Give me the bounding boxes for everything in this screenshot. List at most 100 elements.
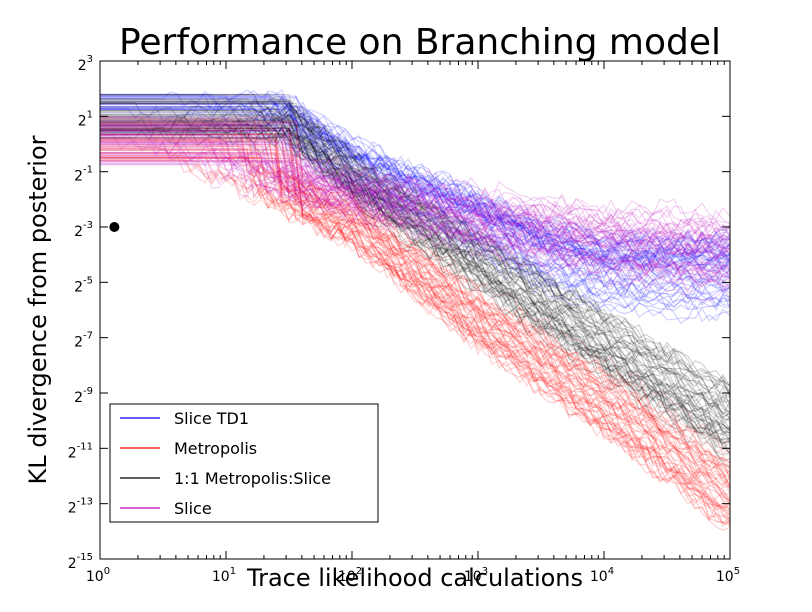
run-line [100,133,731,489]
run-line [100,133,731,248]
run-line [100,140,731,496]
run-line [100,118,731,430]
run-line [100,106,731,413]
run-line [100,113,731,437]
run-line [100,151,731,281]
run-line [100,124,731,301]
run-line [100,145,731,506]
run-line [100,108,731,416]
run-line [100,127,731,311]
run-line [100,118,731,468]
y-tick-label: 2-15 [68,552,93,572]
y-tick-label: 23 [78,54,93,74]
run-line [100,109,731,419]
run-line [100,144,731,261]
run-line [100,89,731,250]
run-line [100,152,731,278]
run-line [100,147,731,512]
run-line [100,123,731,479]
run-line [100,100,731,268]
x-tick-label: 104 [590,566,614,585]
run-line [100,133,731,494]
run-line [100,114,731,292]
run-line [100,89,731,250]
legend-box [109,403,379,523]
run-line [100,133,731,246]
run-line [100,130,731,456]
run-line [100,108,731,272]
run-line [100,156,731,279]
x-axis-label: Trace likelihood calculations [246,564,583,592]
run-line [100,125,731,313]
series-slice [100,121,731,302]
run-line [100,159,731,516]
run-line [100,112,731,285]
series-1-1-metropolis-slice [100,93,731,467]
run-line [100,134,731,254]
run-line [100,119,731,433]
run-line [100,107,731,274]
run-line [100,135,731,487]
run-line [100,157,731,515]
y-tick-label: 2-13 [68,497,93,517]
run-line [100,108,731,273]
run-line [100,112,731,284]
run-line [100,144,731,511]
run-line [100,118,731,442]
run-line [100,95,731,258]
y-tick-label: 2-1 [74,165,93,185]
run-line [100,130,731,489]
legend-label: Slice TD1 [174,409,249,428]
run-line [100,141,731,260]
run-line [100,123,731,228]
x-tick-label: 100 [86,566,110,585]
run-line [100,103,731,274]
run-line [100,120,731,422]
y-tick-label: 2-11 [68,441,93,461]
run-line [100,104,731,269]
x-tick-label: 101 [212,566,236,585]
run-line [100,125,731,467]
run-line [100,96,731,261]
x-tick-label: 102 [338,566,362,585]
run-line [100,154,731,531]
run-line [100,143,731,264]
run-line [100,106,731,420]
run-line [100,149,731,508]
run-line [100,157,731,527]
run-line [100,149,731,522]
run-line [100,128,731,478]
run-line [100,128,731,470]
run-line [100,125,731,240]
run-line [100,141,731,257]
run-line [100,126,731,441]
run-line [100,134,731,250]
run-line [100,146,731,266]
series-lines [100,88,731,531]
run-line [100,157,731,293]
run-line [100,124,731,456]
y-tick-label: 2-9 [74,386,93,406]
run-line [100,126,731,235]
run-line [100,118,731,288]
run-line [100,129,731,238]
run-line [100,118,731,469]
run-line [100,120,731,291]
run-line [100,130,731,309]
run-line [100,120,731,432]
run-line [100,144,731,261]
run-line [100,96,731,264]
run-line [100,115,731,419]
run-line [100,102,731,272]
run-line [100,139,731,252]
run-line [100,134,731,487]
run-line [100,145,731,511]
run-line [100,159,731,523]
run-line [100,101,731,408]
run-line [100,100,731,270]
run-line [100,136,731,489]
run-line [100,93,731,250]
run-line [100,102,731,411]
run-line [100,102,731,272]
